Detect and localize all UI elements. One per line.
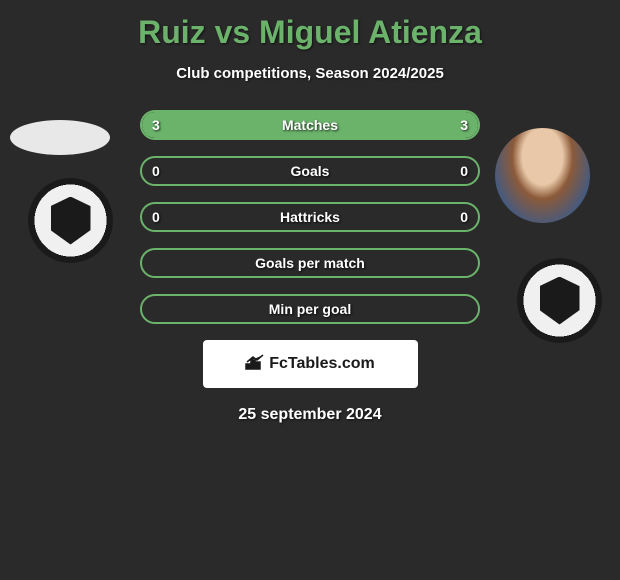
brand-text: FcTables.com — [269, 355, 375, 373]
stat-row: Min per goal — [140, 294, 480, 324]
stat-row: Goals per match — [140, 248, 480, 278]
stat-value-left: 3 — [152, 117, 160, 133]
brand-badge: FcTables.com — [203, 340, 418, 388]
chart-icon — [245, 354, 265, 375]
stat-label: Goals per match — [255, 255, 365, 271]
stat-row: 0 0 Hattricks — [140, 202, 480, 232]
stat-row: 0 0 Goals — [140, 156, 480, 186]
stat-value-right: 0 — [460, 163, 468, 179]
stat-value-left: 0 — [152, 163, 160, 179]
stat-row: 3 3 Matches — [140, 110, 480, 140]
stat-value-right: 3 — [460, 117, 468, 133]
stat-value-left: 0 — [152, 209, 160, 225]
stat-value-right: 0 — [460, 209, 468, 225]
comparison-subtitle: Club competitions, Season 2024/2025 — [0, 65, 620, 82]
stats-container: 3 3 Matches 0 0 Goals 0 0 Hattricks Goals per mat… — [0, 110, 620, 324]
stat-label: Goals — [291, 163, 330, 179]
stat-label: Min per goal — [269, 301, 351, 317]
stat-label: Hattricks — [280, 209, 340, 225]
comparison-title: Ruiz vs Miguel Atienza — [0, 0, 620, 51]
date-label: 25 september 2024 — [0, 406, 620, 424]
stat-label: Matches — [282, 117, 338, 133]
